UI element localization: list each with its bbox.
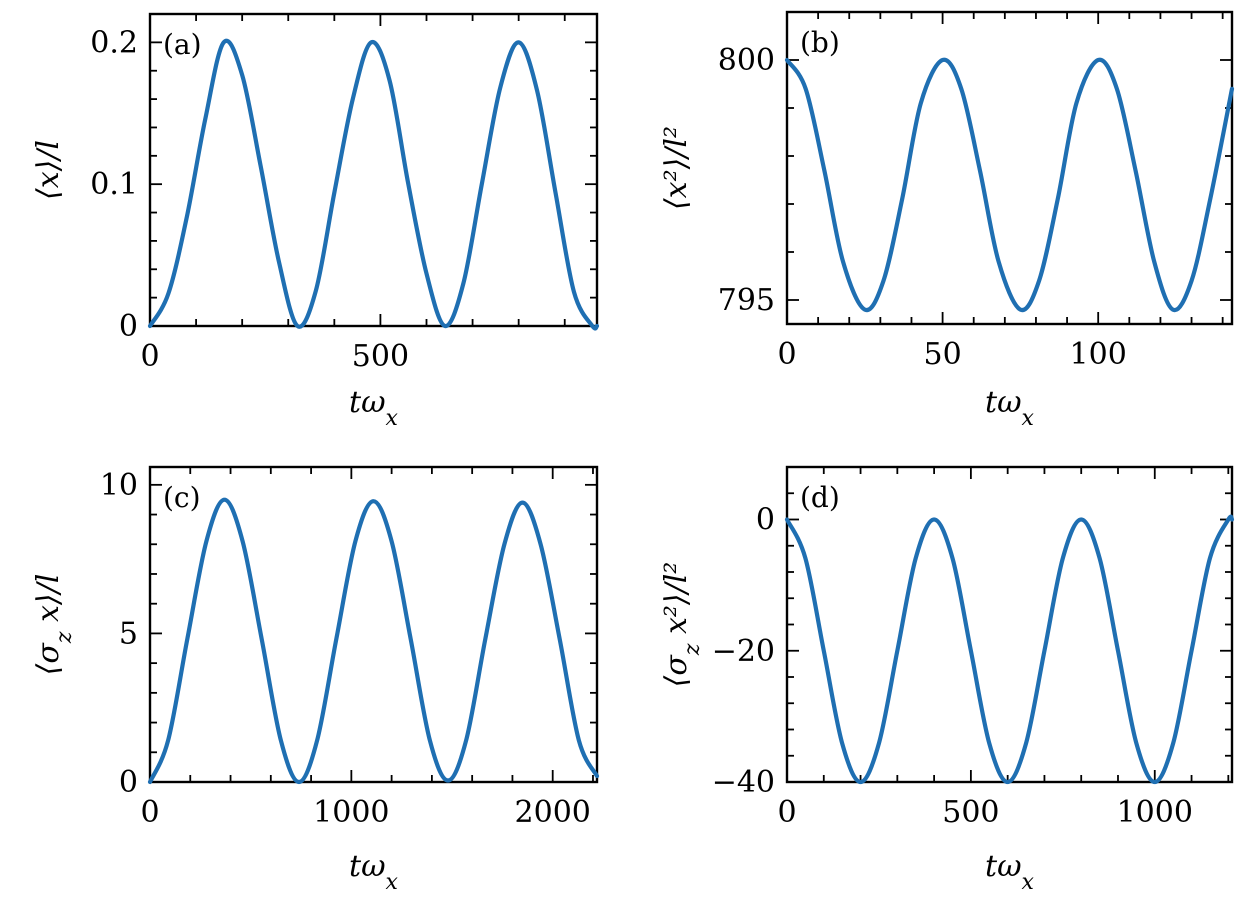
x-axis-label: tωx — [985, 849, 1035, 895]
y-tick-label: −40 — [712, 765, 775, 800]
series-line — [784, 514, 1235, 785]
y-tick-label: 0 — [119, 309, 138, 344]
chart-panel-c: 0 1000 2000 0 5 10 tωx ⟨σz x⟩/l (c) — [31, 465, 600, 895]
panel-label: (b) — [800, 26, 840, 59]
plot-frame — [148, 465, 599, 784]
y-tick-label: 795 — [718, 283, 775, 318]
y-tick-label: 0 — [119, 765, 138, 800]
x-tick-label: 500 — [352, 339, 409, 374]
x-tick-label: 100 — [1070, 337, 1127, 372]
y-tick-label: −20 — [712, 634, 775, 669]
x-axis-label: tωx — [349, 849, 399, 895]
x-tick-label: 0 — [777, 795, 796, 830]
chart-panel-a: 0 500 0 0.1 0.2 tωx ⟨x⟩/l (a) — [31, 12, 600, 431]
y-axis-label: ⟨x²⟩/l² — [659, 126, 694, 210]
x-tick-label: 1000 — [313, 795, 389, 830]
panel-label: (c) — [163, 481, 201, 514]
x-tick-label: 0 — [777, 337, 796, 372]
y-axis-label: ⟨x⟩/l — [31, 140, 66, 200]
plot-frame — [785, 465, 1234, 784]
x-axis-label: tωx — [349, 385, 399, 431]
y-axis-label: ⟨σz x²⟩/l² — [659, 562, 705, 688]
y-tick-label: 0 — [756, 503, 775, 538]
y-tick-label: 5 — [119, 616, 138, 651]
panel-label: (d) — [800, 481, 840, 514]
chart-panel-d: 0 500 1000 −40 −20 0 tωx ⟨σz x²⟩/l² (d) — [659, 465, 1235, 895]
x-axis-label: tωx — [985, 385, 1035, 431]
y-tick-label: 10 — [100, 468, 138, 503]
x-tick-label: 0 — [140, 795, 159, 830]
y-tick-label: 0.1 — [90, 167, 138, 202]
chart-panel-b: 0 50 100 795 800 tωx ⟨x²⟩/l² (b) — [659, 10, 1235, 431]
x-tick-label: 1000 — [1117, 795, 1193, 830]
x-tick-label: 0 — [140, 339, 159, 374]
x-tick-label: 500 — [942, 795, 999, 830]
x-tick-label: 2000 — [515, 795, 591, 830]
series-line — [147, 497, 600, 785]
y-axis-label: ⟨σz x⟩/l — [31, 574, 77, 676]
x-tick-label: 50 — [924, 337, 962, 372]
plot-frame — [785, 10, 1234, 326]
plot-frame — [148, 12, 599, 328]
series-line — [784, 57, 1235, 313]
panel-label: (a) — [163, 28, 202, 61]
y-tick-label: 0.2 — [90, 25, 138, 60]
series-line — [147, 38, 600, 331]
y-tick-label: 800 — [718, 43, 775, 78]
